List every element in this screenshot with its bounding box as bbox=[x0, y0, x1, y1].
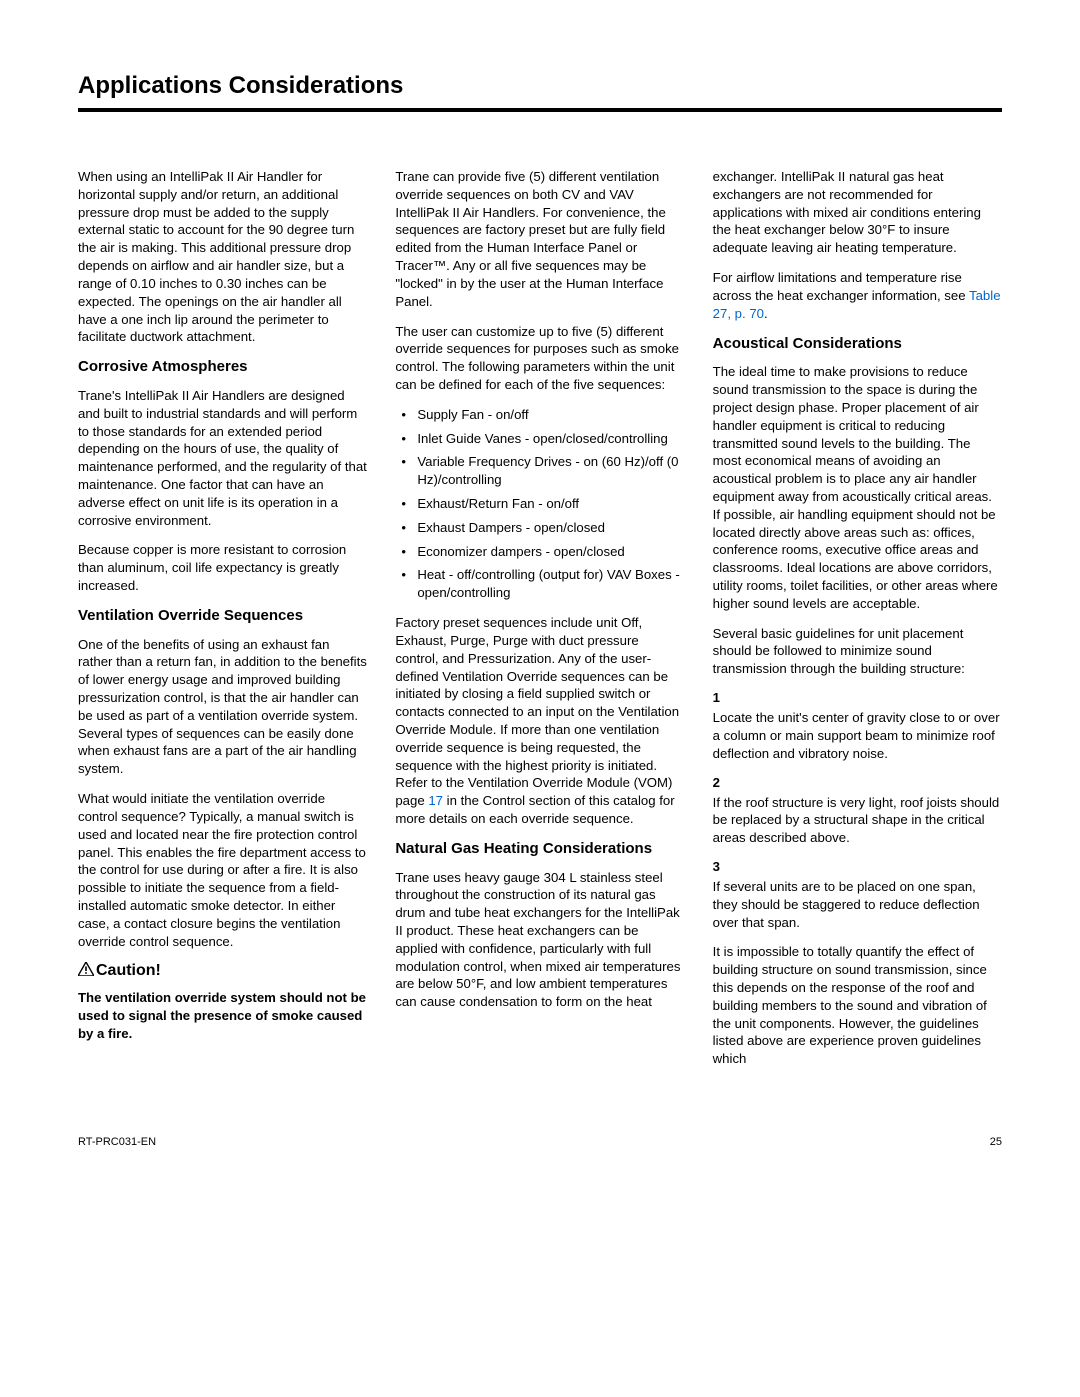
body-text: One of the benefits of using an exhaust … bbox=[78, 636, 367, 779]
body-text: If several units are to be placed on one… bbox=[713, 878, 1002, 931]
section-heading-acoustical: Acoustical Considerations bbox=[713, 335, 1002, 354]
caution-heading: Caution! bbox=[78, 962, 367, 981]
body-text: Several basic guidelines for unit placem… bbox=[713, 625, 1002, 678]
page-link[interactable]: 17 bbox=[428, 793, 443, 808]
title-divider bbox=[78, 108, 1002, 112]
text-span: Factory preset sequences include unit Of… bbox=[395, 615, 679, 808]
list-item: Supply Fan - on/off bbox=[395, 406, 684, 424]
page-footer: RT-PRC031-EN 25 bbox=[78, 1136, 1002, 1148]
body-text: Trane's IntelliPak II Air Handlers are d… bbox=[78, 387, 367, 530]
body-text: For airflow limitations and temperature … bbox=[713, 269, 1002, 322]
text-span: . bbox=[764, 306, 768, 321]
list-item: Exhaust/Return Fan - on/off bbox=[395, 495, 684, 513]
caution-text: Caution! bbox=[96, 962, 161, 979]
caution-body: The ventilation override system should n… bbox=[78, 989, 367, 1042]
text-span: For airflow limitations and temperature … bbox=[713, 270, 969, 303]
body-text: The user can customize up to five (5) di… bbox=[395, 323, 684, 394]
body-text: When using an IntelliPak II Air Handler … bbox=[78, 168, 367, 346]
list-item: Economizer dampers - open/closed bbox=[395, 543, 684, 561]
numbered-heading: 2 bbox=[713, 775, 1002, 790]
body-text: Factory preset sequences include unit Of… bbox=[395, 614, 684, 828]
section-heading-ventilation: Ventilation Override Sequences bbox=[78, 607, 367, 626]
column-3: exchanger. IntelliPak II natural gas hea… bbox=[713, 168, 1002, 1080]
list-item: Inlet Guide Vanes - open/closed/controll… bbox=[395, 430, 684, 448]
numbered-heading: 3 bbox=[713, 859, 1002, 874]
section-heading-corrosive: Corrosive Atmospheres bbox=[78, 358, 367, 377]
body-text: Because copper is more resistant to corr… bbox=[78, 541, 367, 594]
body-text: Trane can provide five (5) different ven… bbox=[395, 168, 684, 311]
list-item: Exhaust Dampers - open/closed bbox=[395, 519, 684, 537]
content-columns: When using an IntelliPak II Air Handler … bbox=[78, 168, 1002, 1080]
bullet-list: Supply Fan - on/off Inlet Guide Vanes - … bbox=[395, 406, 684, 602]
body-text: Trane uses heavy gauge 304 L stainless s… bbox=[395, 869, 684, 1012]
page-title: Applications Considerations bbox=[78, 72, 1002, 100]
list-item: Variable Frequency Drives - on (60 Hz)/o… bbox=[395, 453, 684, 489]
section-heading-natural-gas: Natural Gas Heating Considerations bbox=[395, 840, 684, 859]
list-item: Heat - off/controlling (output for) VAV … bbox=[395, 566, 684, 602]
body-text: The ideal time to make provisions to red… bbox=[713, 363, 1002, 612]
footer-doc-id: RT-PRC031-EN bbox=[78, 1136, 156, 1148]
column-1: When using an IntelliPak II Air Handler … bbox=[78, 168, 367, 1080]
body-text: What would initiate the ventilation over… bbox=[78, 790, 367, 950]
body-text: exchanger. IntelliPak II natural gas hea… bbox=[713, 168, 1002, 257]
body-text: If the roof structure is very light, roo… bbox=[713, 794, 1002, 847]
column-2: Trane can provide five (5) different ven… bbox=[395, 168, 684, 1080]
body-text: Locate the unit's center of gravity clos… bbox=[713, 709, 1002, 762]
numbered-heading: 1 bbox=[713, 690, 1002, 705]
footer-page-number: 25 bbox=[990, 1136, 1002, 1148]
warning-icon bbox=[78, 962, 94, 981]
body-text: It is impossible to totally quantify the… bbox=[713, 943, 1002, 1068]
